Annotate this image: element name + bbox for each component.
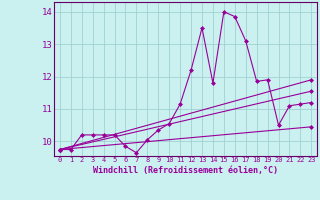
- X-axis label: Windchill (Refroidissement éolien,°C): Windchill (Refroidissement éolien,°C): [93, 166, 278, 175]
